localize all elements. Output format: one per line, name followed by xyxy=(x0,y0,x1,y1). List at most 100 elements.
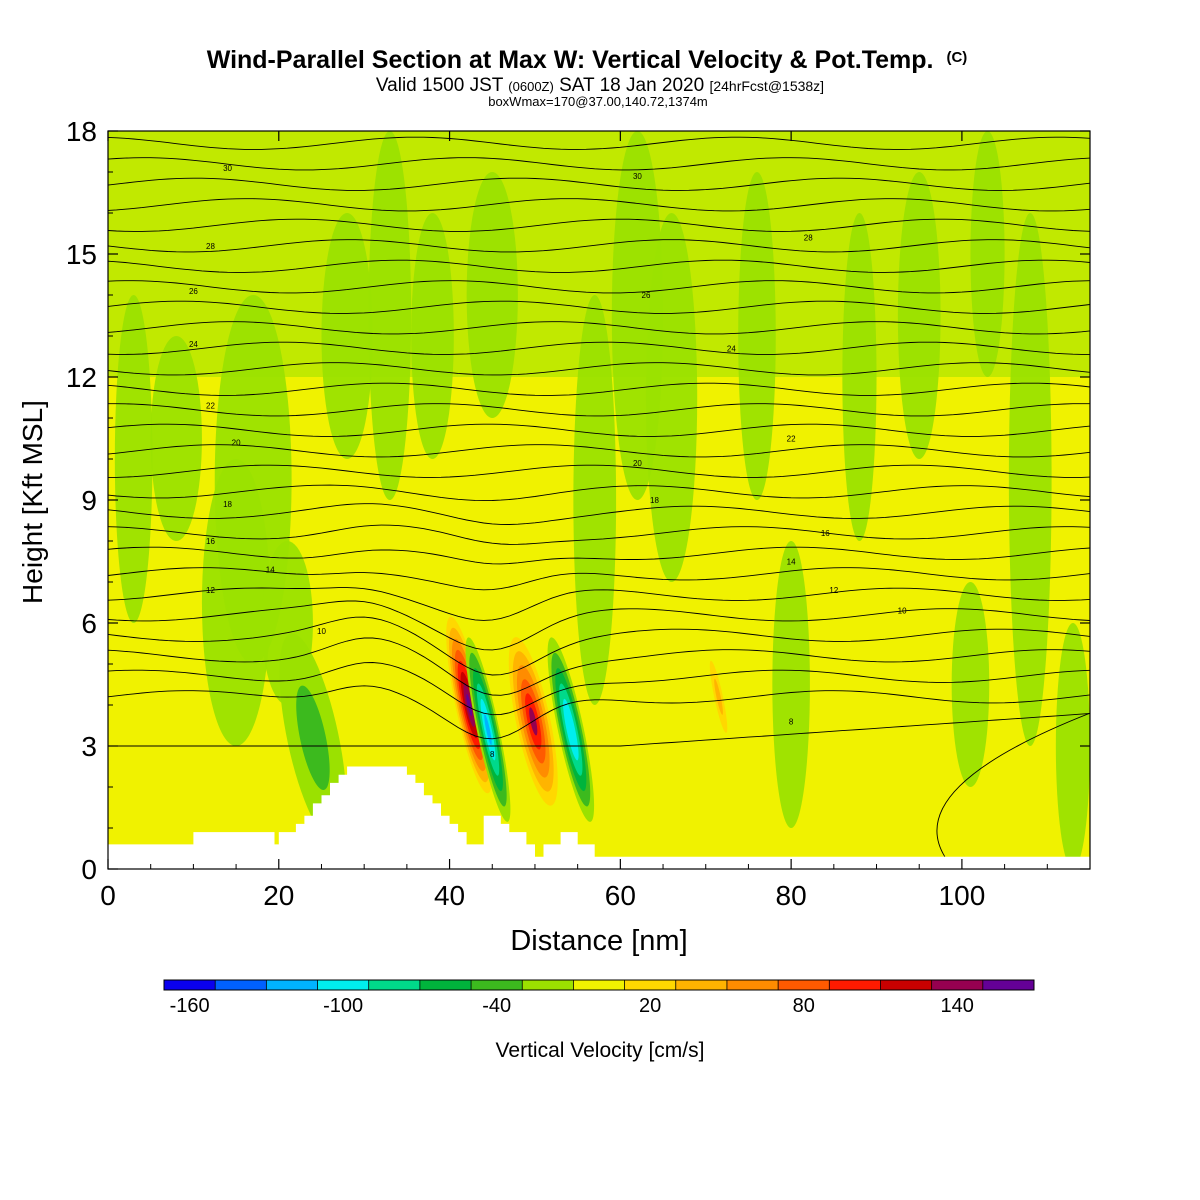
colorbar-tick-label: 20 xyxy=(639,995,661,1017)
y-tick-label: 3 xyxy=(81,731,97,762)
theta-label: 28 xyxy=(206,242,215,251)
theta-contour xyxy=(108,198,1090,212)
theta-contour xyxy=(108,300,1090,314)
terrain xyxy=(108,766,1090,869)
theta-contour xyxy=(936,712,1090,857)
y-tick-label: 9 xyxy=(81,485,97,516)
theta-contour xyxy=(108,136,1090,150)
theta-label: 22 xyxy=(206,402,215,411)
theta-label: 22 xyxy=(787,435,796,444)
colorbar-swatch xyxy=(522,980,574,990)
theta-label: 20 xyxy=(633,459,642,468)
colorbar: -160 -100 -40 20 80 140 xyxy=(163,979,1035,1017)
x-axis: 0 20 40 60 80 100 xyxy=(100,131,1048,911)
colorbar-frame xyxy=(163,979,1035,991)
theta-contour xyxy=(108,484,1090,502)
theta-contour xyxy=(108,637,1090,696)
subtitle-utc: (0600Z) xyxy=(508,79,554,94)
colorbar-tick-label: 80 xyxy=(793,995,815,1017)
theta-label: 20 xyxy=(232,439,241,448)
x-tick-label: 40 xyxy=(434,880,465,911)
theta-label: 8 xyxy=(789,717,794,726)
theta-contour xyxy=(108,403,1090,417)
theta-label: 12 xyxy=(206,586,215,595)
field-core-down-3 xyxy=(566,714,575,745)
theta-contour xyxy=(108,382,1090,396)
colorbar-swatch xyxy=(778,980,830,990)
theta-contour xyxy=(108,280,1090,294)
colorbar-swatch xyxy=(675,980,728,990)
x-axis-label: Distance [nm] xyxy=(510,925,687,957)
theta-label: 26 xyxy=(189,287,198,296)
theta-contour xyxy=(108,713,1090,747)
theta-label: 18 xyxy=(223,500,232,509)
theta-contour xyxy=(108,177,1090,191)
colorbar-swatch xyxy=(726,980,779,990)
colorbar-swatch xyxy=(471,980,523,990)
theta-label: 30 xyxy=(223,164,232,173)
theta-label: 16 xyxy=(206,537,215,546)
colorbar-swatch xyxy=(419,980,472,990)
theta-label: 26 xyxy=(642,291,651,300)
colorbar-swatch xyxy=(982,980,1035,990)
theta-label: 28 xyxy=(804,234,813,243)
field-core-down-2 xyxy=(484,714,492,745)
theta-label: 8 xyxy=(490,750,495,759)
theta-contour xyxy=(108,503,1090,525)
field-streak xyxy=(150,336,202,541)
y-tick-label: 12 xyxy=(66,362,97,393)
y-axis: 0 3 6 9 12 15 18 xyxy=(66,116,1090,885)
theta-contour xyxy=(108,321,1090,335)
theta-label: 16 xyxy=(821,529,830,538)
y-axis-label: Height [Kft MSL] xyxy=(17,400,48,604)
chart-title-mark: (C) xyxy=(946,49,967,66)
theta-contour xyxy=(108,600,1090,651)
field-core-up-1 xyxy=(466,693,473,717)
plot-area: 8 8 10 10 12 12 14 14 16 16 18 18 20 20 22 22 24 24 26 26 28… xyxy=(108,131,1090,869)
colorbar-label: Vertical Velocity [cm/s] xyxy=(496,1039,705,1062)
theta-label: 24 xyxy=(727,344,736,353)
theta-contour xyxy=(108,218,1090,232)
colorbar-swatch xyxy=(573,980,626,990)
colorbar-swatch xyxy=(215,980,267,990)
theta-contour xyxy=(108,524,1090,545)
theta-label: 14 xyxy=(787,558,796,567)
chart-title-text: Wind-Parallel Section at Max W: Vertical… xyxy=(207,46,934,74)
field-streak xyxy=(1055,623,1090,869)
theta-contour xyxy=(108,685,1090,740)
theta-contour xyxy=(108,567,1090,591)
theta-contour xyxy=(108,259,1090,273)
colorbar-swatch xyxy=(368,980,421,990)
theta-label: 10 xyxy=(898,607,907,616)
theta-label: 30 xyxy=(633,172,642,181)
theta-label: 10 xyxy=(317,627,326,636)
chart-subtitle-2: boxWmax=170@37.00,140.72,1374m xyxy=(488,94,708,109)
theta-contour xyxy=(108,239,1090,253)
colorbar-tick-label: -100 xyxy=(323,995,363,1017)
field-streak xyxy=(772,541,810,828)
theta-contour xyxy=(108,546,1090,565)
x-tick-label: 0 xyxy=(100,880,116,911)
chart-title: Wind-Parallel Section at Max W: Vertical… xyxy=(207,46,968,74)
theta-label: 18 xyxy=(650,496,659,505)
theta-contour xyxy=(108,662,1090,716)
theta-contour xyxy=(108,341,1090,355)
y-tick-label: 0 xyxy=(81,854,97,885)
theta-contour xyxy=(108,616,1090,676)
colorbar-tick-label: 140 xyxy=(941,995,974,1017)
subtitle-valid: Valid 1500 JST xyxy=(376,75,504,96)
colorbar-swatch xyxy=(829,980,881,990)
colorbar-tick-label: -160 xyxy=(170,995,210,1017)
colorbar-tick-label: -40 xyxy=(482,995,511,1017)
field-streak xyxy=(951,582,990,787)
field-layer xyxy=(108,131,1090,377)
subtitle-forecast: [24hrFcst@1538z] xyxy=(709,78,824,94)
y-tick-label: 18 xyxy=(66,116,97,147)
theta-contour-labels: 8 8 10 10 12 12 14 14 16 16 18 18 20 20 22 22 24 24 26 26 28… xyxy=(189,164,907,759)
theta-label: 24 xyxy=(189,340,198,349)
colorbar-swatch xyxy=(931,980,984,990)
theta-contour xyxy=(108,444,1090,458)
theta-contour xyxy=(108,587,1090,621)
y-tick-label: 15 xyxy=(66,239,97,270)
